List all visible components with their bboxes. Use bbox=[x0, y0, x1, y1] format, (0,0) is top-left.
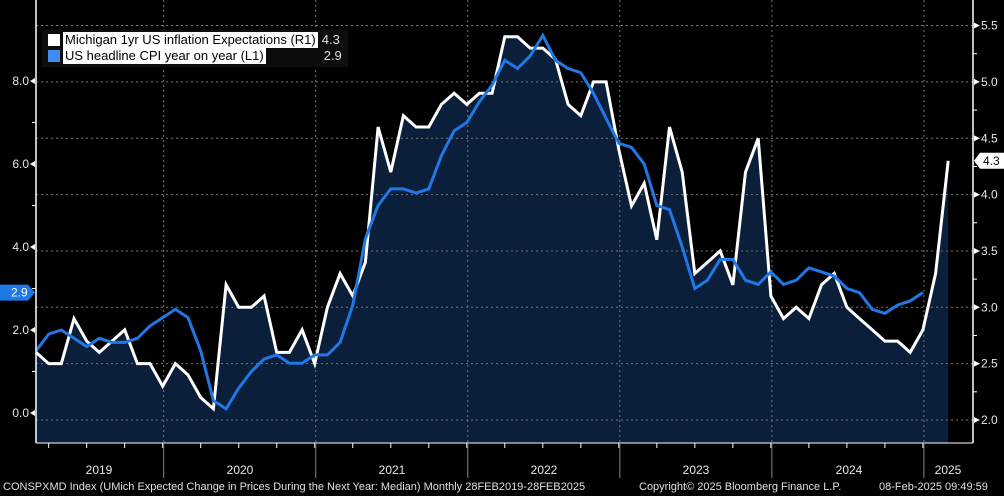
footer-source: CONSPXMD Index (UMich Expected Change in… bbox=[3, 481, 586, 493]
legend-swatch-white bbox=[48, 34, 60, 46]
right-tick-label: 3.5 bbox=[981, 244, 998, 258]
x-year-label: 2021 bbox=[379, 463, 406, 477]
right-tick-label: 3.0 bbox=[981, 300, 998, 314]
left-tick-marker bbox=[30, 327, 35, 333]
legend: Michigan 1yr US inflation Expectations (… bbox=[42, 30, 348, 67]
left-tick-marker bbox=[30, 78, 35, 84]
right-tick-marker bbox=[974, 22, 980, 29]
x-year-label: 2024 bbox=[836, 463, 863, 477]
right-tick-label: 5.0 bbox=[981, 75, 998, 89]
legend-value: 2.9 bbox=[323, 48, 342, 63]
right-tick-marker bbox=[974, 304, 980, 311]
x-year-label: 2023 bbox=[683, 463, 710, 477]
right-tick-marker bbox=[974, 191, 980, 198]
cpi-last-value-label: 2.9 bbox=[11, 286, 28, 300]
right-tick-marker bbox=[974, 135, 980, 142]
michigan-last-value-label: 4.3 bbox=[983, 154, 1000, 168]
legend-item-cpi[interactable]: US headline CPI year on year (L1) 2.9 bbox=[48, 48, 342, 64]
right-tick-marker bbox=[974, 78, 980, 85]
legend-label: Michigan 1yr US inflation Expectations (… bbox=[63, 32, 318, 48]
x-year-label: 2019 bbox=[86, 463, 113, 477]
legend-swatch-blue bbox=[48, 50, 60, 62]
legend-item-michigan[interactable]: Michigan 1yr US inflation Expectations (… bbox=[48, 32, 342, 48]
left-tick-marker bbox=[30, 244, 35, 250]
x-year-label: 2020 bbox=[227, 463, 254, 477]
cpi-line bbox=[34, 32, 924, 412]
left-tick-label: 6.0 bbox=[12, 157, 29, 171]
legend-label: US headline CPI year on year (L1) bbox=[63, 48, 266, 64]
left-tick-label: 0.0 bbox=[12, 406, 29, 420]
left-tick-label: 2.0 bbox=[12, 323, 29, 337]
right-tick-label: 4.0 bbox=[981, 188, 998, 202]
footer-copyright: Copyright© 2025 Bloomberg Finance L.P. bbox=[639, 481, 842, 493]
x-year-label: 2022 bbox=[531, 463, 558, 477]
cpi-last-value-badge bbox=[0, 284, 35, 301]
right-tick-label: 2.5 bbox=[981, 357, 998, 371]
right-tick-label: 5.5 bbox=[981, 19, 998, 33]
right-tick-label: 4.5 bbox=[981, 131, 998, 145]
michigan-area-fill bbox=[36, 36, 949, 444]
x-year-label: 2025 bbox=[935, 463, 962, 477]
left-tick-marker bbox=[30, 410, 35, 416]
left-tick-marker bbox=[30, 161, 35, 167]
left-tick-label: 8.0 bbox=[12, 74, 29, 88]
right-tick-marker bbox=[974, 247, 980, 254]
right-tick-marker bbox=[974, 417, 980, 423]
michigan-line bbox=[35, 35, 950, 412]
footer-timestamp: 08-Feb-2025 09:49:59 bbox=[879, 481, 988, 493]
michigan-last-value-badge bbox=[974, 152, 1004, 169]
right-tick-label: 2.0 bbox=[981, 413, 998, 427]
left-tick-label: 4.0 bbox=[12, 240, 29, 254]
legend-value: 4.3 bbox=[321, 32, 340, 47]
right-tick-marker bbox=[974, 360, 980, 367]
